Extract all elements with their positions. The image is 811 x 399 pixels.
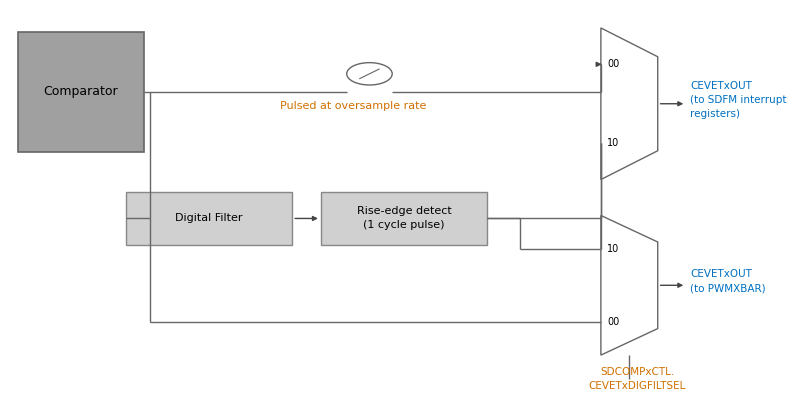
Text: CEVETxOUT
(to SDFM interrupt
registers): CEVETxOUT (to SDFM interrupt registers)	[689, 81, 786, 119]
Bar	[320, 192, 487, 245]
Text: 10: 10	[607, 244, 619, 254]
Text: 00: 00	[607, 316, 619, 327]
Text: Pulsed at oversample rate: Pulsed at oversample rate	[280, 101, 426, 111]
Text: Rise-edge detect
(1 cycle pulse): Rise-edge detect (1 cycle pulse)	[356, 206, 451, 231]
Text: 10: 10	[607, 138, 619, 148]
Bar	[18, 32, 144, 152]
Text: Digital Filter: Digital Filter	[175, 213, 242, 223]
Polygon shape	[600, 28, 657, 180]
Text: 00: 00	[607, 59, 619, 69]
Text: CEVETxOUT
(to PWMXBAR): CEVETxOUT (to PWMXBAR)	[689, 269, 765, 293]
Text: Comparator: Comparator	[44, 85, 118, 98]
Bar	[126, 192, 292, 245]
Text: SDCOMPxCTL.
CEVETxDIGFILTSEL: SDCOMPxCTL. CEVETxDIGFILTSEL	[588, 367, 685, 391]
Polygon shape	[600, 215, 657, 355]
